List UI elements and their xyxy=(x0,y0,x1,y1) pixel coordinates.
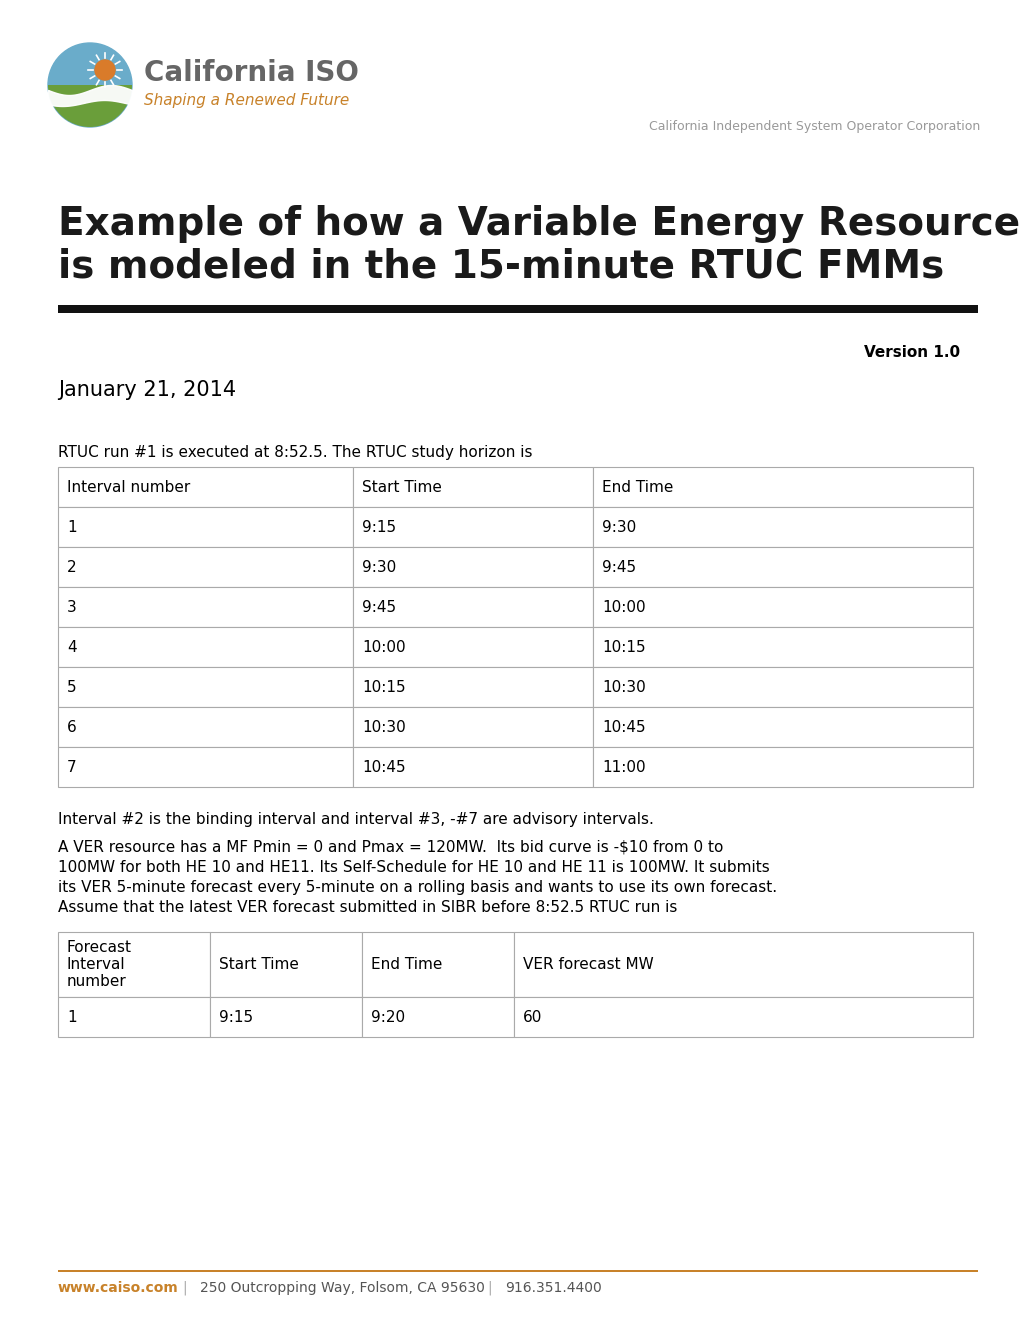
Text: Example of how a Variable Energy Resource (VER): Example of how a Variable Energy Resourc… xyxy=(58,205,1019,243)
FancyBboxPatch shape xyxy=(353,507,592,546)
Text: 916.351.4400: 916.351.4400 xyxy=(504,1280,601,1295)
Bar xyxy=(58,1270,977,1272)
Text: End Time: End Time xyxy=(371,957,442,972)
Text: 2: 2 xyxy=(67,560,76,574)
Text: www.caiso.com: www.caiso.com xyxy=(58,1280,178,1295)
FancyBboxPatch shape xyxy=(58,587,353,627)
FancyBboxPatch shape xyxy=(353,627,592,667)
FancyBboxPatch shape xyxy=(592,507,972,546)
FancyBboxPatch shape xyxy=(58,507,353,546)
FancyBboxPatch shape xyxy=(353,587,592,627)
Wedge shape xyxy=(48,84,131,127)
Text: 10:00: 10:00 xyxy=(601,599,645,615)
FancyBboxPatch shape xyxy=(353,708,592,747)
FancyBboxPatch shape xyxy=(353,667,592,708)
Text: 7: 7 xyxy=(67,759,76,775)
Text: 10:45: 10:45 xyxy=(362,759,406,775)
FancyBboxPatch shape xyxy=(592,627,972,667)
Text: 9:20: 9:20 xyxy=(371,1010,405,1024)
FancyBboxPatch shape xyxy=(353,546,592,587)
FancyBboxPatch shape xyxy=(592,747,972,787)
FancyBboxPatch shape xyxy=(362,932,514,997)
FancyBboxPatch shape xyxy=(58,997,210,1038)
FancyBboxPatch shape xyxy=(58,467,353,507)
Text: Interval number: Interval number xyxy=(67,479,191,495)
Text: 9:15: 9:15 xyxy=(362,520,395,535)
Text: 11:00: 11:00 xyxy=(601,759,645,775)
Text: 9:30: 9:30 xyxy=(601,520,636,535)
Text: A VER resource has a MF Pmin = 0 and Pmax = 120MW.  Its bid curve is -$10 from 0: A VER resource has a MF Pmin = 0 and Pma… xyxy=(58,840,722,855)
Text: 60: 60 xyxy=(523,1010,542,1024)
Text: 10:00: 10:00 xyxy=(362,639,406,655)
FancyBboxPatch shape xyxy=(58,627,353,667)
Text: Start Time: Start Time xyxy=(362,479,441,495)
Text: 10:30: 10:30 xyxy=(601,680,645,694)
Text: 10:15: 10:15 xyxy=(362,680,406,694)
FancyBboxPatch shape xyxy=(592,467,972,507)
Text: California Independent System Operator Corporation: California Independent System Operator C… xyxy=(648,120,979,133)
Text: is modeled in the 15-minute RTUC FMMs: is modeled in the 15-minute RTUC FMMs xyxy=(58,247,944,285)
FancyBboxPatch shape xyxy=(58,546,353,587)
Text: 1: 1 xyxy=(67,1010,76,1024)
Text: 9:30: 9:30 xyxy=(362,560,395,574)
Text: Assume that the latest VER forecast submitted in SIBR before 8:52.5 RTUC run is: Assume that the latest VER forecast subm… xyxy=(58,900,677,915)
Text: Forecast
Interval
number: Forecast Interval number xyxy=(67,940,131,990)
Text: 100MW for both HE 10 and HE11. Its Self-Schedule for HE 10 and HE 11 is 100MW. I: 100MW for both HE 10 and HE11. Its Self-… xyxy=(58,861,769,875)
FancyBboxPatch shape xyxy=(210,997,362,1038)
Circle shape xyxy=(48,44,131,127)
Text: January 21, 2014: January 21, 2014 xyxy=(58,380,235,400)
Text: End Time: End Time xyxy=(601,479,673,495)
Text: 9:45: 9:45 xyxy=(601,560,636,574)
Text: Start Time: Start Time xyxy=(219,957,299,972)
FancyBboxPatch shape xyxy=(353,467,592,507)
Text: 6: 6 xyxy=(67,719,76,734)
Text: California ISO: California ISO xyxy=(144,59,359,87)
FancyBboxPatch shape xyxy=(362,997,514,1038)
Text: 5: 5 xyxy=(67,680,76,694)
FancyBboxPatch shape xyxy=(353,747,592,787)
FancyBboxPatch shape xyxy=(592,708,972,747)
Text: RTUC run #1 is executed at 8:52.5. The RTUC study horizon is: RTUC run #1 is executed at 8:52.5. The R… xyxy=(58,445,532,459)
FancyBboxPatch shape xyxy=(58,747,353,787)
Text: Version 1.0: Version 1.0 xyxy=(863,345,959,360)
Text: 4: 4 xyxy=(67,639,76,655)
Text: 10:45: 10:45 xyxy=(601,719,645,734)
Text: 9:45: 9:45 xyxy=(362,599,395,615)
Text: 10:30: 10:30 xyxy=(362,719,406,734)
Text: |: | xyxy=(487,1280,492,1295)
Text: VER forecast MW: VER forecast MW xyxy=(523,957,653,972)
Text: 10:15: 10:15 xyxy=(601,639,645,655)
Text: |: | xyxy=(182,1280,187,1295)
FancyBboxPatch shape xyxy=(210,932,362,997)
Text: Interval #2 is the binding interval and interval #3, -#7 are advisory intervals.: Interval #2 is the binding interval and … xyxy=(58,812,653,828)
Text: its VER 5-minute forecast every 5-minute on a rolling basis and wants to use its: its VER 5-minute forecast every 5-minute… xyxy=(58,880,776,895)
Text: 1: 1 xyxy=(67,520,76,535)
Circle shape xyxy=(95,59,115,81)
Text: 9:15: 9:15 xyxy=(219,1010,253,1024)
Bar xyxy=(58,305,977,313)
FancyBboxPatch shape xyxy=(592,667,972,708)
FancyBboxPatch shape xyxy=(514,997,972,1038)
FancyBboxPatch shape xyxy=(58,932,210,997)
FancyBboxPatch shape xyxy=(58,708,353,747)
FancyBboxPatch shape xyxy=(514,932,972,997)
Text: 250 Outcropping Way, Folsom, CA 95630: 250 Outcropping Way, Folsom, CA 95630 xyxy=(200,1280,484,1295)
FancyBboxPatch shape xyxy=(592,587,972,627)
FancyBboxPatch shape xyxy=(592,546,972,587)
FancyBboxPatch shape xyxy=(58,667,353,708)
Text: Shaping a Renewed Future: Shaping a Renewed Future xyxy=(144,94,348,108)
Text: 3: 3 xyxy=(67,599,76,615)
